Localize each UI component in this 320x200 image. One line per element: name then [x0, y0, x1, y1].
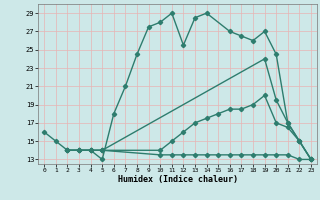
X-axis label: Humidex (Indice chaleur): Humidex (Indice chaleur) — [118, 175, 238, 184]
